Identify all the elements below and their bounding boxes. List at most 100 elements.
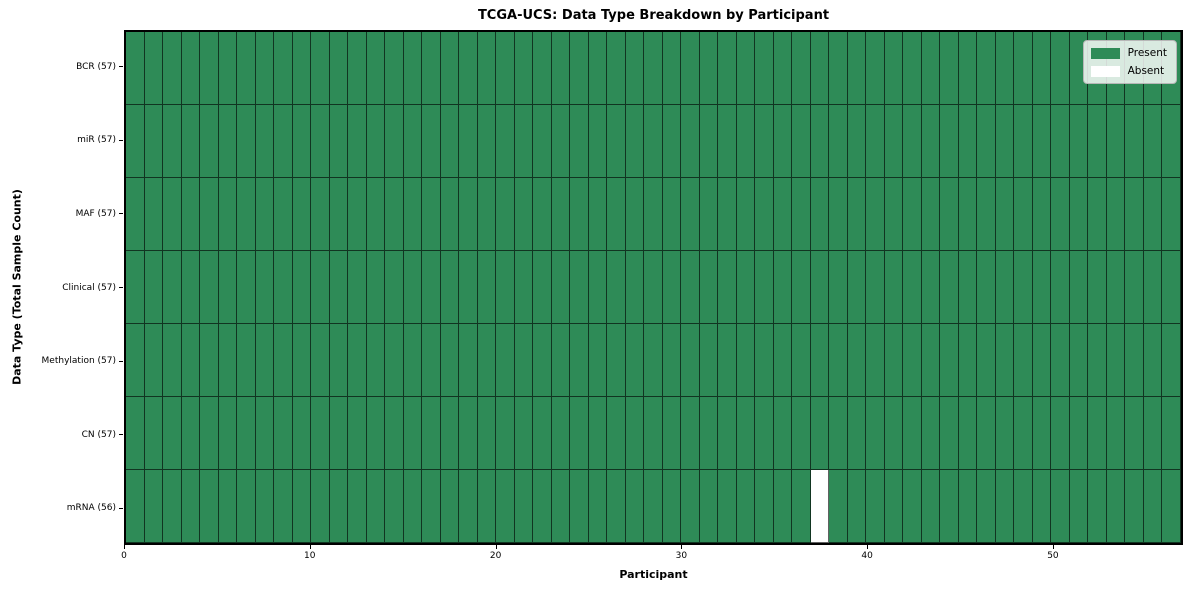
heatmap-cell: [477, 32, 497, 105]
y-tick-mark: [119, 139, 123, 141]
heatmap-cell: [551, 251, 571, 324]
heatmap-cell: [588, 251, 608, 324]
heatmap-cell: [440, 324, 460, 397]
heatmap-cell: [921, 397, 941, 470]
x-tick-label: 0: [121, 551, 127, 561]
heatmap-cell: [736, 32, 756, 105]
heatmap-cell: [422, 397, 441, 470]
heatmap-cell: [866, 397, 885, 470]
heatmap-cell: [292, 397, 312, 470]
heatmap-cell: [866, 324, 885, 397]
heatmap-cell: [829, 105, 848, 178]
heatmap-cell: [755, 324, 774, 397]
heatmap-cell: [255, 32, 275, 105]
heatmap-cell: [588, 178, 608, 251]
heatmap-cell: [940, 324, 959, 397]
heatmap-cell: [329, 470, 349, 543]
heatmap-cell: [1014, 324, 1033, 397]
heatmap-cell: [884, 105, 904, 178]
heatmap-cell: [385, 324, 404, 397]
heatmap-cell: [699, 178, 719, 251]
heatmap-cell: [144, 397, 164, 470]
heatmap-cell: [570, 251, 589, 324]
absent-swatch: [1090, 65, 1120, 77]
chart-title: TCGA-UCS: Data Type Breakdown by Partici…: [477, 8, 830, 23]
heatmap-cell: [163, 32, 182, 105]
heatmap-cell: [440, 178, 460, 251]
heatmap-cell: [1088, 397, 1107, 470]
heatmap-cell: [126, 324, 145, 397]
heatmap-cell: [496, 105, 515, 178]
heatmap-cell: [1032, 178, 1052, 251]
heatmap-cell: [551, 32, 571, 105]
heatmap-cell: [329, 178, 349, 251]
heatmap-cell: [625, 470, 645, 543]
heatmap-cell: [237, 470, 256, 543]
heatmap-cell: [1125, 470, 1144, 543]
heatmap-cell: [570, 105, 589, 178]
heatmap-cell: [1088, 251, 1107, 324]
heatmap-cell: [144, 105, 164, 178]
heatmap-cell: [237, 324, 256, 397]
heatmap-cell: [1032, 397, 1052, 470]
heatmap-cell: [1069, 105, 1089, 178]
heatmap-cell: [736, 324, 756, 397]
heatmap-cell: [1088, 178, 1107, 251]
heatmap-cell: [477, 324, 497, 397]
y-tick-mark: [119, 287, 123, 288]
heatmap-cell: [422, 32, 441, 105]
heatmap-cell: [681, 324, 700, 397]
heatmap-cell: [1069, 397, 1089, 470]
heatmap-cell: [662, 32, 682, 105]
heatmap-cell: [681, 470, 700, 543]
heatmap-cell: [403, 251, 423, 324]
heatmap-cell: [792, 470, 811, 543]
heatmap-cell: [1014, 251, 1033, 324]
heatmap-cell: [829, 470, 848, 543]
heatmap-cell: [126, 470, 145, 543]
heatmap-cell: [514, 324, 534, 397]
heatmap-cell: [718, 397, 737, 470]
heatmap-cell: [792, 397, 811, 470]
heatmap-cell: [699, 251, 719, 324]
heatmap-cell: [625, 105, 645, 178]
heatmap-cell: [274, 324, 293, 397]
heatmap-cell: [237, 178, 256, 251]
heatmap-cell: [607, 324, 626, 397]
heatmap-cell: [496, 32, 515, 105]
heatmap-cell: [366, 470, 386, 543]
heatmap-cell: [366, 32, 386, 105]
heatmap-cell: [200, 251, 219, 324]
heatmap-cell: [163, 470, 182, 543]
heatmap-cell: [588, 105, 608, 178]
heatmap-cell: [496, 178, 515, 251]
heatmap-cell: [866, 105, 885, 178]
heatmap-cell: [847, 105, 867, 178]
heatmap-cell: [181, 32, 201, 105]
heatmap-cell: [958, 178, 978, 251]
heatmap-cell: [255, 470, 275, 543]
heatmap-cell: [810, 324, 830, 397]
heatmap-cell: [551, 178, 571, 251]
heatmap-cell: [810, 397, 830, 470]
heatmap-cell: [1014, 105, 1033, 178]
heatmap-cell: [440, 251, 460, 324]
heatmap-cell: [477, 397, 497, 470]
y-tick-label: miR (57): [77, 135, 116, 146]
heatmap-cell: [1051, 324, 1070, 397]
heatmap-cell: [662, 105, 682, 178]
heatmap-cell: [403, 397, 423, 470]
y-tick-mark: [119, 360, 123, 362]
heatmap-cell: [829, 251, 848, 324]
heatmap-cell: [1032, 105, 1052, 178]
heatmap-cell: [1069, 178, 1089, 251]
heatmap-cell: [1143, 105, 1163, 178]
heatmap-cell: [311, 324, 330, 397]
heatmap-cell: [1051, 397, 1070, 470]
heatmap-cell: [662, 397, 682, 470]
heatmap-cell: [255, 324, 275, 397]
heatmap-cell: [847, 470, 867, 543]
heatmap-cell: [496, 470, 515, 543]
heatmap-cell: [1051, 178, 1070, 251]
